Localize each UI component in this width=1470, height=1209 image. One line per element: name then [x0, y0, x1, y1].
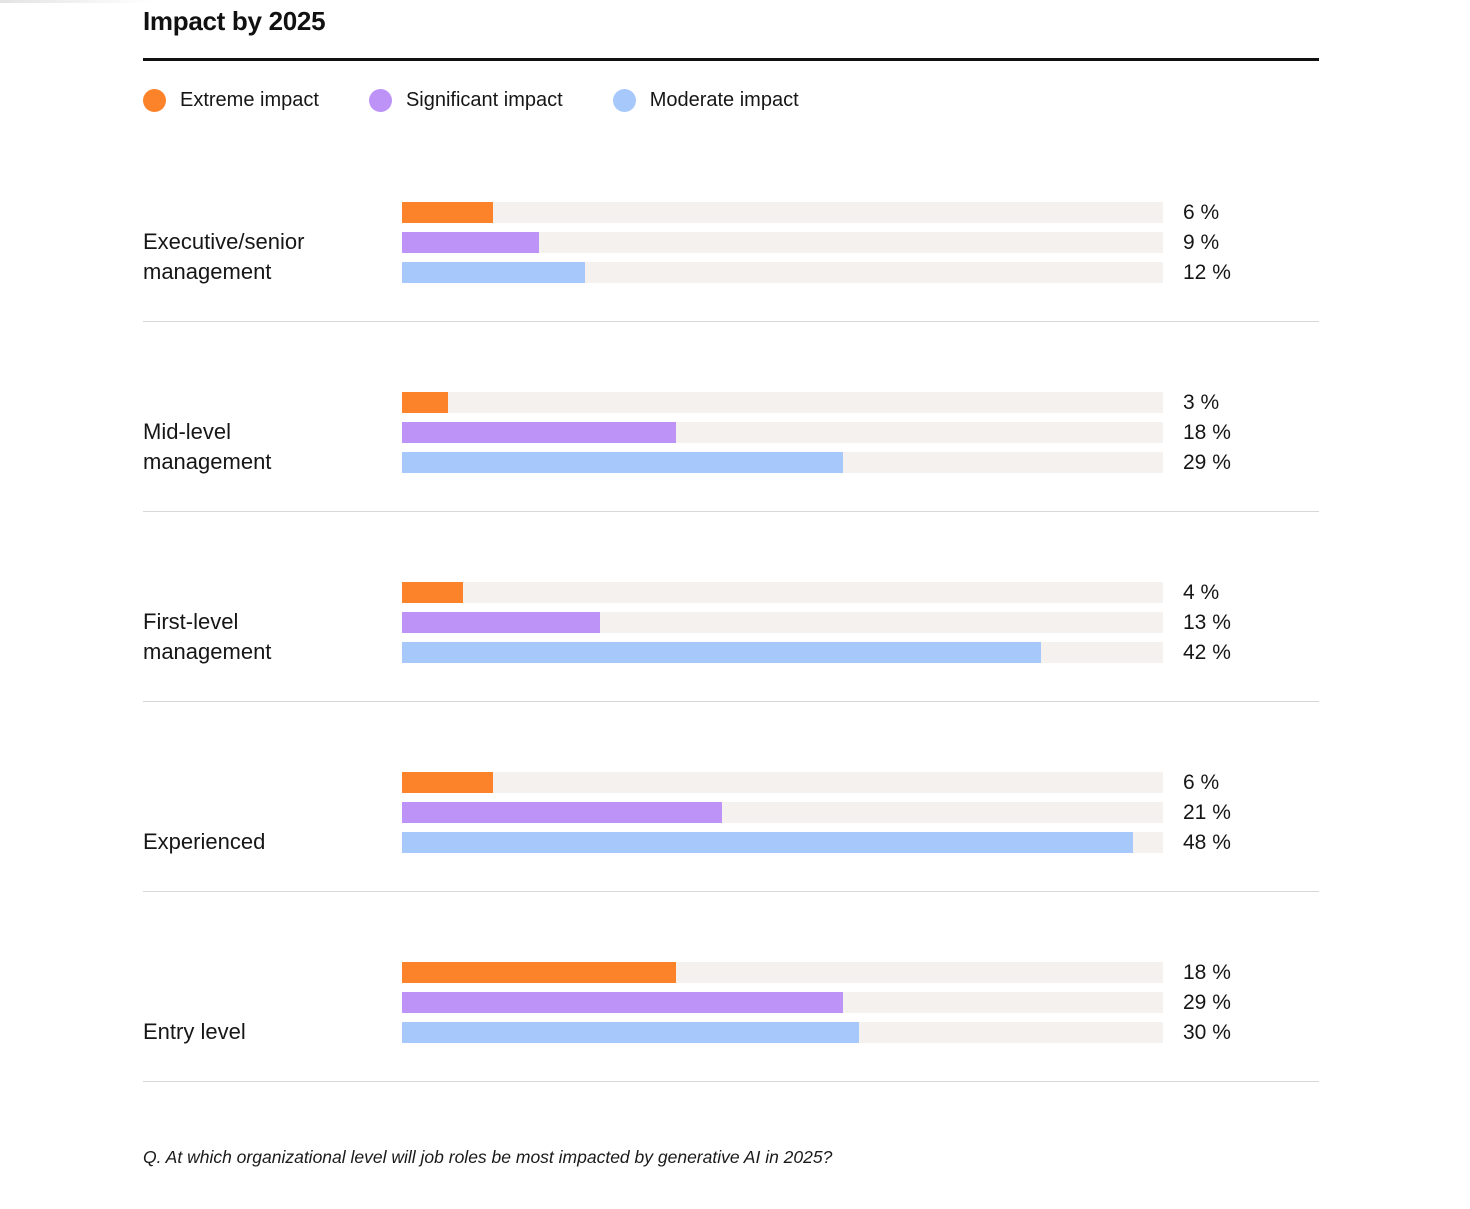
value-label: 42 % [1183, 641, 1231, 664]
bar-row: 21 % [402, 802, 1319, 823]
bar-row: 6 % [402, 202, 1319, 223]
moderate-impact-dot-icon [612, 88, 636, 112]
value-label: 18 % [1183, 421, 1231, 444]
bar-track [402, 992, 1163, 1013]
chart-panel: Impact by 2025 Extreme impact Significan… [143, 0, 1319, 1169]
chart-group: Executive/senior management 6 % 9 % 12 % [143, 132, 1319, 322]
screen-edge-artifact [0, 0, 152, 3]
bar-row: 30 % [402, 1022, 1319, 1043]
bar-row: 3 % [402, 392, 1319, 413]
bar-row: 18 % [402, 962, 1319, 983]
category-label: Executive/senior management [143, 229, 305, 284]
title-rule [143, 58, 1319, 61]
legend-label: Extreme impact [180, 89, 319, 111]
category-label: Mid-level management [143, 419, 272, 474]
bar-track [402, 202, 1163, 223]
chart-legend: Extreme impact Significant impact Modera… [143, 88, 1319, 112]
bar-track [402, 262, 1163, 283]
significant-impact-dot-icon [368, 88, 392, 112]
extreme-impact-dot-icon [143, 88, 166, 112]
value-label: 18 % [1183, 961, 1231, 984]
bar-fill-extreme-impact [402, 582, 463, 603]
bar-track [402, 392, 1163, 413]
bar-fill-significant-impact [402, 612, 600, 633]
survey-question-footnote: Q. At which organizational level will jo… [143, 1147, 833, 1167]
bar-fill-moderate-impact [402, 262, 585, 283]
bar-stack: 18 % 29 % 30 % [402, 962, 1319, 1043]
chart-group: First-level management 4 % 13 % 42 % [143, 512, 1319, 702]
bar-row: 12 % [402, 262, 1319, 283]
bar-track [402, 612, 1163, 633]
bar-fill-moderate-impact [402, 1022, 859, 1043]
bar-stack: 6 % 9 % 12 % [402, 202, 1319, 283]
bar-row: 42 % [402, 642, 1319, 663]
legend-item-significant: Significant impact [368, 88, 563, 112]
bar-row: 29 % [402, 452, 1319, 473]
legend-label: Significant impact [405, 89, 563, 111]
bar-fill-significant-impact [402, 992, 844, 1013]
chart-group: Experienced 6 % 21 % 48 % [143, 702, 1319, 892]
bar-row: 9 % [402, 232, 1319, 253]
value-label: 6 % [1183, 771, 1220, 794]
value-label: 48 % [1183, 831, 1231, 854]
bar-row: 48 % [402, 832, 1319, 853]
bar-track [402, 582, 1163, 603]
chart-group: Mid-level management 3 % 18 % 29 % [143, 322, 1319, 512]
bar-track [402, 452, 1163, 473]
bar-row: 29 % [402, 992, 1319, 1013]
value-label: 29 % [1183, 451, 1231, 474]
bar-stack: 3 % 18 % 29 % [402, 392, 1319, 473]
value-label: 6 % [1183, 201, 1220, 224]
bar-fill-extreme-impact [402, 772, 494, 793]
chart-title: Impact by 2025 [143, 6, 326, 36]
value-label: 9 % [1183, 231, 1220, 254]
bar-fill-moderate-impact [402, 642, 1042, 663]
bar-track [402, 802, 1163, 823]
bar-fill-extreme-impact [402, 962, 676, 983]
value-label: 12 % [1183, 261, 1231, 284]
bar-track [402, 1022, 1163, 1043]
bar-fill-moderate-impact [402, 832, 1133, 853]
bar-fill-significant-impact [402, 232, 539, 253]
bar-fill-significant-impact [402, 802, 722, 823]
bar-row: 13 % [402, 612, 1319, 633]
chart-groups: Executive/senior management 6 % 9 % 12 % Mid… [143, 132, 1319, 1082]
bar-track [402, 832, 1163, 853]
bar-stack: 6 % 21 % 48 % [402, 772, 1319, 853]
bar-track [402, 962, 1163, 983]
bar-track [402, 772, 1163, 793]
bar-fill-extreme-impact [402, 202, 494, 223]
value-label: 3 % [1183, 391, 1220, 414]
bar-track [402, 232, 1163, 253]
bar-row: 6 % [402, 772, 1319, 793]
bar-fill-extreme-impact [402, 392, 448, 413]
bar-track [402, 642, 1163, 663]
bar-fill-moderate-impact [402, 452, 844, 473]
value-label: 29 % [1183, 991, 1231, 1014]
category-label: Experienced [143, 829, 266, 854]
category-label: Entry level [143, 1019, 246, 1044]
bar-row: 18 % [402, 422, 1319, 443]
bar-fill-significant-impact [402, 422, 676, 443]
legend-item-extreme: Extreme impact [143, 88, 319, 112]
value-label: 30 % [1183, 1021, 1231, 1044]
bar-row: 4 % [402, 582, 1319, 603]
chart-group: Entry level 18 % 29 % 30 % [143, 892, 1319, 1082]
bar-stack: 4 % 13 % 42 % [402, 582, 1319, 663]
value-label: 4 % [1183, 581, 1220, 604]
category-label: First-level management [143, 609, 272, 664]
legend-label: Moderate impact [649, 89, 799, 111]
bar-track [402, 422, 1163, 443]
value-label: 13 % [1183, 611, 1231, 634]
legend-item-moderate: Moderate impact [612, 88, 799, 112]
value-label: 21 % [1183, 801, 1231, 824]
